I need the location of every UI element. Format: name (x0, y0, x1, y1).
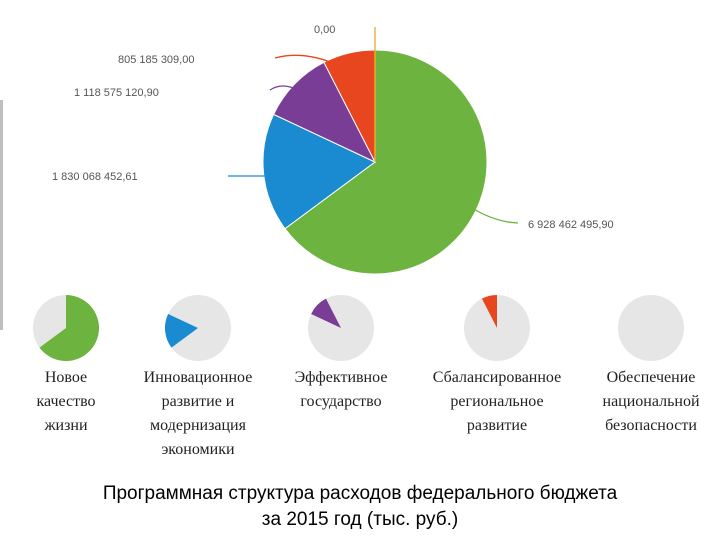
mini-pie-quality-of-life (33, 295, 99, 361)
pie-slice-quality-of-life (284, 49, 488, 275)
chart-title-line-2: за 2015 год (тыс. руб.) (261, 509, 459, 530)
caption-line: Инновационное (143, 369, 253, 386)
mini-pie-innovation (165, 295, 231, 361)
mini-pie-security (618, 295, 684, 361)
caption-line: качество (36, 393, 96, 410)
caption-innovation: Инновационное развитие и модернизация эконо… (123, 366, 273, 462)
chart-title-line-1: Программная структура расходов федеральн… (102, 483, 618, 504)
data-label-security: 0,00 (314, 24, 335, 36)
data-label-innovation: 1 830 068 452,61 (52, 171, 138, 183)
mini-pie-efficient-state (308, 295, 374, 361)
leader-line-efficient-state (269, 85, 299, 91)
mini-pie-slice-efficient-state (311, 298, 341, 328)
page-edge-bar (0, 100, 3, 330)
chart-title: Программная структура расходов федеральн… (0, 481, 720, 533)
pie-slice-efficient-state (272, 61, 377, 164)
data-label-efficient-state: 1 118 575 120,90 (74, 87, 159, 99)
mini-pie-background (618, 295, 684, 361)
caption-line: Новое (44, 369, 88, 386)
leader-line-quality-of-life (471, 207, 519, 224)
main-pie-chart: 6 928 462 495,90 1 830 068 452,61 1 118 57… (52, 24, 614, 275)
caption-line: Эффективное (294, 369, 388, 386)
caption-line: развитие (466, 417, 528, 434)
caption-line: Сбалансированное (432, 369, 562, 386)
caption-line: безопасности (605, 417, 697, 434)
caption-line: развитие и (161, 393, 235, 410)
caption-line: национальной (602, 393, 700, 410)
data-label-quality-of-life: 6 928 462 495,90 (528, 219, 614, 231)
pie-slice-innovation (262, 113, 376, 230)
caption-efficient-state: Эффективное государство (266, 366, 416, 414)
mini-pie-regional (464, 295, 530, 361)
caption-line: жизни (44, 417, 88, 434)
caption-line: модернизация (150, 417, 246, 434)
caption-line: Обеспечение (606, 369, 696, 386)
caption-quality-of-life: Новое качество жизни (0, 366, 141, 438)
leader-line-regional (274, 54, 341, 67)
caption-regional: Сбалансированное региональное развитие (422, 366, 572, 438)
mini-pie-slice-regional (481, 295, 497, 328)
caption-security: Обеспечение национальной безопасности (576, 366, 720, 438)
mini-pie-slice-innovation (165, 313, 198, 348)
caption-line: экономики (161, 441, 235, 458)
mini-pie-slice-quality-of-life (39, 295, 99, 361)
data-label-regional: 805 185 309,00 (118, 54, 194, 66)
caption-line: государство (300, 393, 382, 410)
caption-line: региональное (450, 393, 544, 410)
